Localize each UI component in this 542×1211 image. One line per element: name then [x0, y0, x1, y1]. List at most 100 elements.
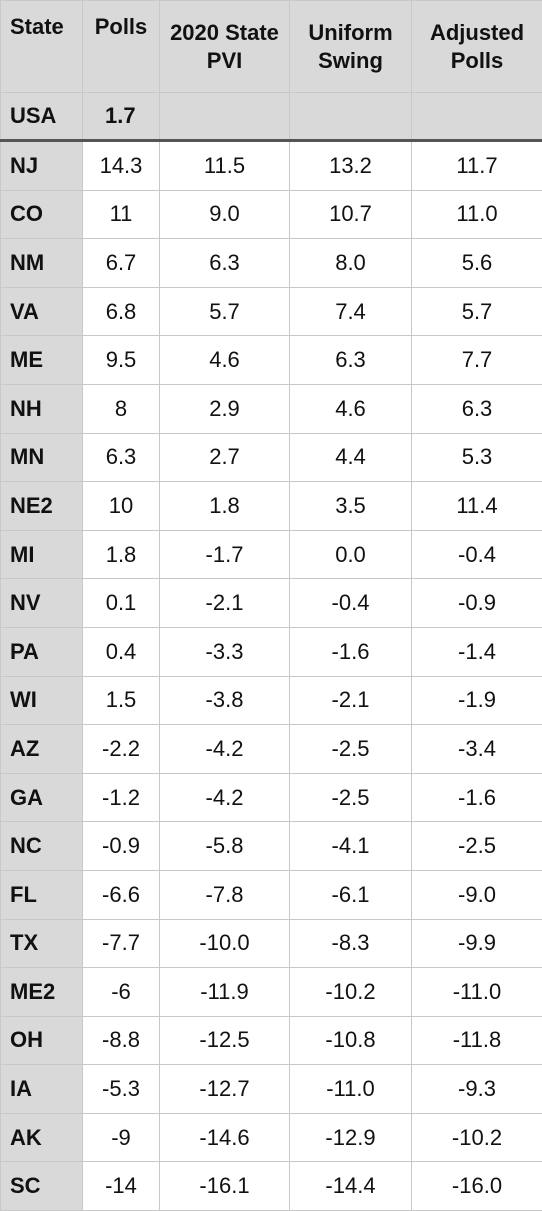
- pvi-cell[interactable]: -14.6: [160, 1113, 290, 1162]
- polls-cell[interactable]: 6.8: [83, 287, 160, 336]
- polls-cell[interactable]: 1.5: [83, 676, 160, 725]
- adjusted-polls-cell[interactable]: -9.0: [412, 870, 542, 919]
- uniform-swing-cell[interactable]: -11.0: [290, 1065, 412, 1114]
- uniform-swing-cell[interactable]: -2.5: [290, 773, 412, 822]
- uniform-swing-cell[interactable]: -10.8: [290, 1016, 412, 1065]
- state-cell[interactable]: AZ: [1, 725, 83, 774]
- national-empty-cell[interactable]: [160, 93, 290, 141]
- state-cell[interactable]: WI: [1, 676, 83, 725]
- polls-cell[interactable]: 10: [83, 482, 160, 531]
- uniform-swing-cell[interactable]: 8.0: [290, 239, 412, 288]
- pvi-cell[interactable]: 2.9: [160, 384, 290, 433]
- polls-cell[interactable]: 14.3: [83, 141, 160, 191]
- polls-cell[interactable]: -8.8: [83, 1016, 160, 1065]
- polls-cell[interactable]: 1.8: [83, 530, 160, 579]
- adjusted-polls-cell[interactable]: -16.0: [412, 1162, 542, 1211]
- national-empty-cell[interactable]: [290, 93, 412, 141]
- polls-cell[interactable]: 6.3: [83, 433, 160, 482]
- state-cell[interactable]: NE2: [1, 482, 83, 531]
- pvi-cell[interactable]: -5.8: [160, 822, 290, 871]
- uniform-swing-cell[interactable]: -12.9: [290, 1113, 412, 1162]
- uniform-swing-cell[interactable]: 3.5: [290, 482, 412, 531]
- adjusted-polls-cell[interactable]: 5.3: [412, 433, 542, 482]
- state-cell[interactable]: SC: [1, 1162, 83, 1211]
- header-adjusted-polls[interactable]: Adjusted Polls: [412, 1, 542, 93]
- polls-cell[interactable]: -5.3: [83, 1065, 160, 1114]
- uniform-swing-cell[interactable]: 13.2: [290, 141, 412, 191]
- uniform-swing-cell[interactable]: -14.4: [290, 1162, 412, 1211]
- uniform-swing-cell[interactable]: 10.7: [290, 190, 412, 239]
- state-cell[interactable]: CO: [1, 190, 83, 239]
- adjusted-polls-cell[interactable]: 6.3: [412, 384, 542, 433]
- uniform-swing-cell[interactable]: -2.5: [290, 725, 412, 774]
- state-cell[interactable]: NV: [1, 579, 83, 628]
- pvi-cell[interactable]: 6.3: [160, 239, 290, 288]
- state-cell[interactable]: MN: [1, 433, 83, 482]
- polls-cell[interactable]: -0.9: [83, 822, 160, 871]
- polls-cell[interactable]: 9.5: [83, 336, 160, 385]
- adjusted-polls-cell[interactable]: 5.6: [412, 239, 542, 288]
- state-cell[interactable]: NH: [1, 384, 83, 433]
- state-cell[interactable]: TX: [1, 919, 83, 968]
- state-cell[interactable]: NC: [1, 822, 83, 871]
- pvi-cell[interactable]: -3.3: [160, 627, 290, 676]
- adjusted-polls-cell[interactable]: -0.4: [412, 530, 542, 579]
- national-label[interactable]: USA: [1, 93, 83, 141]
- polls-cell[interactable]: -2.2: [83, 725, 160, 774]
- uniform-swing-cell[interactable]: -4.1: [290, 822, 412, 871]
- pvi-cell[interactable]: 11.5: [160, 141, 290, 191]
- polls-cell[interactable]: 0.1: [83, 579, 160, 628]
- uniform-swing-cell[interactable]: 4.4: [290, 433, 412, 482]
- polls-cell[interactable]: -14: [83, 1162, 160, 1211]
- state-cell[interactable]: FL: [1, 870, 83, 919]
- state-cell[interactable]: OH: [1, 1016, 83, 1065]
- uniform-swing-cell[interactable]: -2.1: [290, 676, 412, 725]
- adjusted-polls-cell[interactable]: -1.4: [412, 627, 542, 676]
- adjusted-polls-cell[interactable]: 11.0: [412, 190, 542, 239]
- pvi-cell[interactable]: -16.1: [160, 1162, 290, 1211]
- uniform-swing-cell[interactable]: -6.1: [290, 870, 412, 919]
- pvi-cell[interactable]: -7.8: [160, 870, 290, 919]
- adjusted-polls-cell[interactable]: -9.3: [412, 1065, 542, 1114]
- pvi-cell[interactable]: 1.8: [160, 482, 290, 531]
- pvi-cell[interactable]: -4.2: [160, 725, 290, 774]
- header-state[interactable]: State: [1, 1, 83, 93]
- pvi-cell[interactable]: 5.7: [160, 287, 290, 336]
- adjusted-polls-cell[interactable]: -10.2: [412, 1113, 542, 1162]
- adjusted-polls-cell[interactable]: -11.0: [412, 968, 542, 1017]
- header-state-pvi[interactable]: 2020 State PVI: [160, 1, 290, 93]
- polls-cell[interactable]: -1.2: [83, 773, 160, 822]
- polls-cell[interactable]: 6.7: [83, 239, 160, 288]
- state-cell[interactable]: AK: [1, 1113, 83, 1162]
- uniform-swing-cell[interactable]: -10.2: [290, 968, 412, 1017]
- pvi-cell[interactable]: 9.0: [160, 190, 290, 239]
- adjusted-polls-cell[interactable]: -11.8: [412, 1016, 542, 1065]
- adjusted-polls-cell[interactable]: -9.9: [412, 919, 542, 968]
- pvi-cell[interactable]: -11.9: [160, 968, 290, 1017]
- header-uniform-swing[interactable]: Uniform Swing: [290, 1, 412, 93]
- header-polls[interactable]: Polls: [83, 1, 160, 93]
- national-polls[interactable]: 1.7: [83, 93, 160, 141]
- national-empty-cell[interactable]: [412, 93, 542, 141]
- adjusted-polls-cell[interactable]: -2.5: [412, 822, 542, 871]
- state-cell[interactable]: NM: [1, 239, 83, 288]
- pvi-cell[interactable]: -12.7: [160, 1065, 290, 1114]
- uniform-swing-cell[interactable]: 4.6: [290, 384, 412, 433]
- pvi-cell[interactable]: -1.7: [160, 530, 290, 579]
- adjusted-polls-cell[interactable]: 11.4: [412, 482, 542, 531]
- uniform-swing-cell[interactable]: -8.3: [290, 919, 412, 968]
- pvi-cell[interactable]: -10.0: [160, 919, 290, 968]
- pvi-cell[interactable]: -12.5: [160, 1016, 290, 1065]
- uniform-swing-cell[interactable]: 7.4: [290, 287, 412, 336]
- adjusted-polls-cell[interactable]: -1.6: [412, 773, 542, 822]
- state-cell[interactable]: PA: [1, 627, 83, 676]
- pvi-cell[interactable]: 4.6: [160, 336, 290, 385]
- uniform-swing-cell[interactable]: 6.3: [290, 336, 412, 385]
- state-cell[interactable]: GA: [1, 773, 83, 822]
- adjusted-polls-cell[interactable]: 7.7: [412, 336, 542, 385]
- polls-cell[interactable]: -6: [83, 968, 160, 1017]
- polls-cell[interactable]: -7.7: [83, 919, 160, 968]
- adjusted-polls-cell[interactable]: -1.9: [412, 676, 542, 725]
- state-cell[interactable]: MI: [1, 530, 83, 579]
- pvi-cell[interactable]: -2.1: [160, 579, 290, 628]
